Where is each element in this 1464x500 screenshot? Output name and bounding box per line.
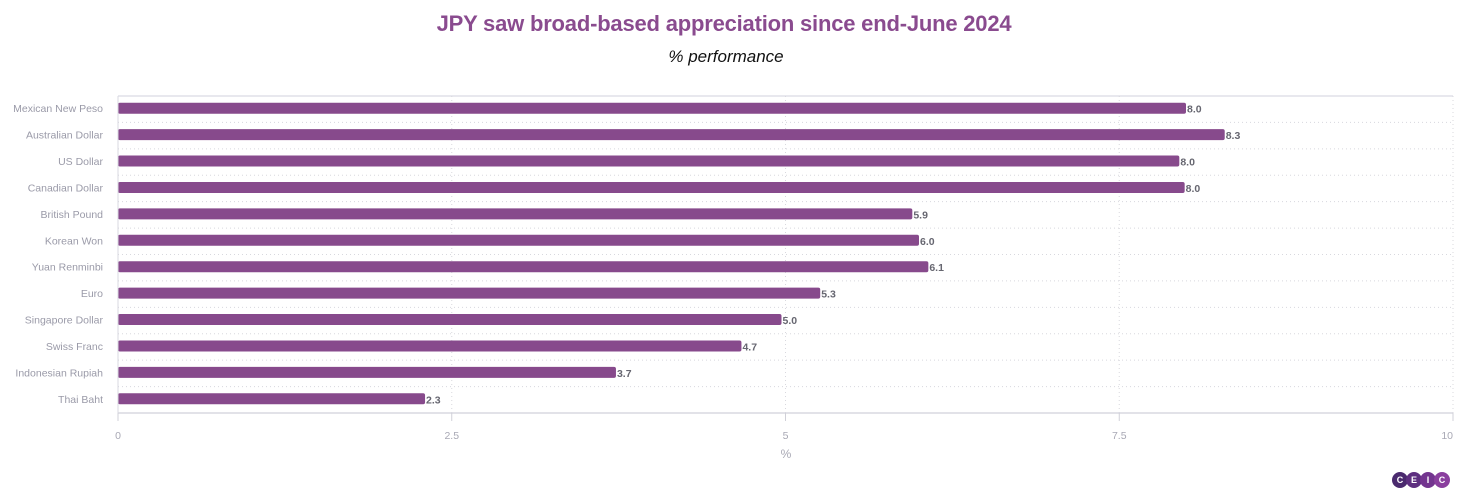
bar <box>118 129 1225 141</box>
bar <box>118 314 782 326</box>
category-label: US Dollar <box>58 156 103 168</box>
data-label: 3.7 <box>617 368 632 380</box>
x-axis: 0 2.5 5 7.5 10 <box>115 96 1454 442</box>
ceic-logo: C E I C <box>1392 472 1450 488</box>
x-tick-label: 2.5 <box>444 430 459 442</box>
data-label: 5.9 <box>913 209 928 221</box>
bar <box>118 234 919 246</box>
bars <box>118 102 1225 405</box>
grid-lines <box>118 95 1454 413</box>
x-tick-label: 0 <box>115 430 121 442</box>
data-labels: 8.0 8.3 8.0 8.0 5.9 6.0 6.1 5.3 5.0 4.7 3.7 2.3 <box>426 104 1240 407</box>
logo-letter: C <box>1392 472 1408 488</box>
x-axis-title: % <box>781 447 792 461</box>
x-tick-label: 5 <box>783 430 789 442</box>
x-tick-label: 7.5 <box>1112 430 1127 442</box>
bar <box>118 393 426 405</box>
data-label: 8.0 <box>1186 183 1201 195</box>
bar <box>118 102 1186 114</box>
data-label: 8.3 <box>1226 130 1241 142</box>
category-label: Euro <box>81 288 103 300</box>
bar <box>118 340 742 352</box>
category-label: Canadian Dollar <box>28 182 104 194</box>
data-label: 8.0 <box>1187 104 1202 116</box>
data-label: 6.1 <box>929 262 944 274</box>
bar <box>118 287 821 299</box>
data-label: 2.3 <box>426 394 441 406</box>
category-label: Thai Baht <box>58 394 103 406</box>
data-label: 5.3 <box>821 289 836 301</box>
logo-letter: C <box>1434 472 1450 488</box>
chart-subtitle: % performance <box>668 47 784 66</box>
logo-letter: E <box>1406 472 1422 488</box>
category-label: British Pound <box>41 209 104 221</box>
bar <box>118 366 616 378</box>
bar <box>118 208 913 220</box>
data-label: 5.0 <box>782 315 797 327</box>
bar <box>118 261 929 273</box>
chart-title: JPY saw broad-based appreciation since e… <box>436 11 1012 36</box>
bar <box>118 181 1185 193</box>
data-label: 8.0 <box>1180 157 1195 169</box>
data-label: 6.0 <box>920 236 935 248</box>
category-label: Yuan Renminbi <box>32 262 103 274</box>
category-label: Mexican New Peso <box>13 103 103 115</box>
x-tick-label: 10 <box>1441 430 1453 442</box>
bar <box>118 155 1180 167</box>
data-label: 4.7 <box>742 341 757 353</box>
category-label: Australian Dollar <box>26 130 104 142</box>
category-label: Korean Won <box>45 235 103 247</box>
category-label: Indonesian Rupiah <box>15 367 103 379</box>
category-label: Swiss Franc <box>46 341 103 353</box>
category-label: Singapore Dollar <box>25 315 104 327</box>
logo-letter: I <box>1420 472 1436 488</box>
category-labels: Mexican New Peso Australian Dollar US Doll… <box>13 103 103 406</box>
